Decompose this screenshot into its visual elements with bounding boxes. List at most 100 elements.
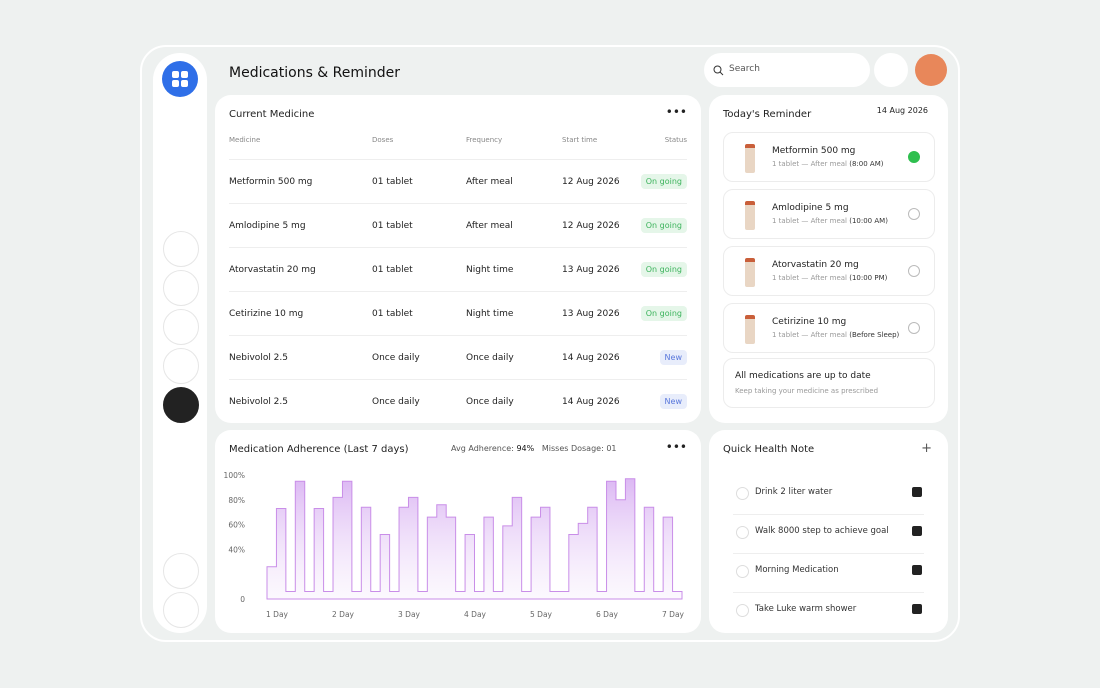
nav-dashboard[interactable] [163, 231, 199, 267]
nav-reports[interactable] [163, 348, 199, 384]
detail: 1 tablet — After meal [772, 274, 847, 282]
card-title: Medication Adherence (Last 7 days) [229, 444, 409, 455]
detail: 1 tablet — After meal [772, 160, 847, 168]
time: (10:00 PM) [849, 274, 888, 282]
pill-icon [745, 144, 755, 173]
cell: After meal [466, 177, 513, 187]
cell: Nebivolol 2.5 [229, 353, 288, 363]
detail: 1 tablet — After meal [772, 331, 847, 339]
time: (8:00 AM) [849, 160, 884, 168]
x-tick-label: 1 Day [266, 610, 289, 619]
note-icon [736, 565, 749, 578]
note-checkbox[interactable] [912, 526, 922, 536]
cell: 01 tablet [372, 309, 413, 319]
x-tick-label: 4 Day [464, 610, 487, 619]
more-button[interactable]: ••• [665, 105, 687, 119]
summary: Avg Adherence: 94% Misses Dosage: 01 [451, 444, 617, 453]
logo[interactable] [162, 61, 198, 97]
note-checkbox[interactable] [912, 604, 922, 614]
add-button[interactable]: + [921, 441, 932, 456]
avg-value: 94% [516, 444, 535, 453]
column-header: Status [664, 136, 687, 144]
done-toggle[interactable] [908, 322, 920, 334]
cell: After meal [466, 221, 513, 231]
time: (10:00 AM) [849, 217, 888, 225]
search[interactable]: Search [704, 53, 870, 87]
adherence-chart: 0 40% 60% 80% 100% 1 Day 2 Day 3 Day 4 Day 5 Day 6… [224, 471, 685, 619]
status-subtitle: Keep taking your medicine as prescribed [735, 387, 879, 395]
y-tick-label: 80% [228, 496, 245, 505]
y-tick-label: 40% [228, 545, 245, 554]
cell: Night time [466, 309, 514, 319]
pill-icon [745, 201, 755, 230]
health-note: Quick Health Note + Drink 2 liter water W… [709, 430, 948, 633]
reminder-item: Amlodipine 5 mg 1 tablet — After meal (10… [723, 189, 935, 239]
more-button[interactable]: ••• [665, 440, 687, 454]
row-divider [229, 335, 687, 336]
row-divider [733, 553, 924, 554]
misses-label: Misses Dosage: [541, 444, 604, 453]
note-icon [736, 526, 749, 539]
reminder-item: Metformin 500 mg 1 tablet — After meal (8… [723, 132, 935, 182]
sidebar [153, 53, 207, 633]
avg-label: Avg Adherence: [451, 444, 514, 453]
page-title: Medications & Reminder [229, 65, 401, 81]
x-tick-label: 6 Day [596, 610, 619, 619]
row-divider [229, 203, 687, 204]
time: (Before Sleep) [849, 331, 900, 339]
adherence: Medication Adherence (Last 7 days) Avg A… [215, 430, 701, 633]
row-divider [229, 159, 687, 160]
reminder-detail: 1 tablet — After meal (Before Sleep) [772, 331, 899, 339]
card-title: Current Medicine [229, 109, 315, 120]
cell: Once daily [466, 397, 514, 407]
status-pill: New [659, 350, 687, 365]
nav-profile[interactable] [163, 270, 199, 306]
detail: 1 tablet — After meal [772, 217, 847, 225]
nav-medications[interactable] [163, 387, 199, 423]
column-header: Medicine [229, 136, 261, 144]
x-tick-label: 5 Day [530, 610, 553, 619]
reminder-detail: 1 tablet — After meal (10:00 PM) [772, 274, 887, 282]
y-tick-label: 60% [228, 521, 245, 530]
cell: 14 Aug 2026 [562, 353, 620, 363]
todays-reminder: Today's Reminder 14 Aug 2026 All medicat… [709, 95, 948, 423]
reminder-name: Atorvastatin 20 mg [772, 260, 859, 270]
avatar[interactable] [915, 54, 947, 86]
row-divider [733, 514, 924, 515]
row-divider [229, 247, 687, 248]
misses-value: 01 [606, 444, 617, 453]
nav-calendar[interactable] [163, 309, 199, 345]
y-tick-label: 100% [224, 471, 245, 480]
card-title: Today's Reminder [723, 109, 812, 120]
x-tick-label: 7 Day [662, 610, 685, 619]
cell: 13 Aug 2026 [562, 265, 620, 275]
status-pill: On going [640, 174, 687, 189]
note-checkbox[interactable] [912, 487, 922, 497]
cell: Night time [466, 265, 514, 275]
done-toggle[interactable] [908, 151, 920, 163]
notifications[interactable] [874, 53, 908, 87]
done-toggle[interactable] [908, 265, 920, 277]
cell: Nebivolol 2.5 [229, 397, 288, 407]
current-medicine: Current Medicine ••• Medicine Doses Freque… [215, 95, 701, 423]
reminder-detail: 1 tablet — After meal (8:00 AM) [772, 160, 883, 168]
x-tick-label: 2 Day [332, 610, 355, 619]
note-checkbox[interactable] [912, 565, 922, 575]
status-pill: On going [640, 262, 687, 277]
status-box: All medications are up to date Keep taki… [723, 358, 935, 408]
note-icon [736, 604, 749, 617]
cell: 14 Aug 2026 [562, 397, 620, 407]
status-pill: New [659, 394, 687, 409]
cell: Amlodipine 5 mg [229, 221, 306, 231]
column-header: Doses [372, 136, 394, 144]
cell: Atorvastatin 20 mg [229, 265, 316, 275]
nav-support[interactable] [163, 592, 199, 628]
note-text: Drink 2 liter water [755, 487, 833, 497]
status-pill: On going [640, 306, 687, 321]
cell: 12 Aug 2026 [562, 177, 620, 187]
reminder-item: Cetirizine 10 mg 1 tablet — After meal (B… [723, 303, 935, 353]
nav-settings[interactable] [163, 553, 199, 589]
frame: Medications & Reminder Search Current Me… [140, 45, 960, 642]
done-toggle[interactable] [908, 208, 920, 220]
cell: Metformin 500 mg [229, 177, 313, 187]
